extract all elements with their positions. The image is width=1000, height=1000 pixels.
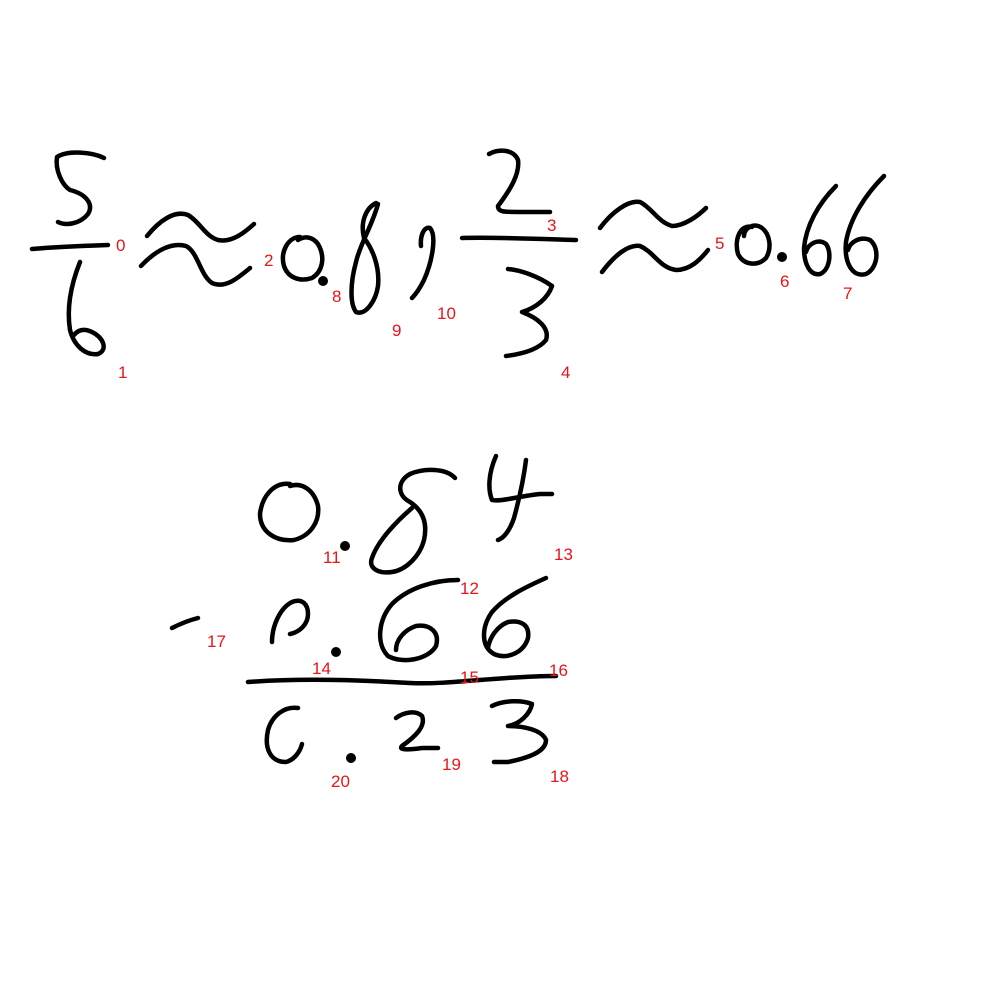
subtraction-work: [169, 453, 559, 765]
expression-five-sixths: [29, 150, 111, 357]
stroke-index-label: 3: [547, 216, 556, 235]
digit-0-stroke: [280, 234, 325, 282]
digit-3-stroke: [489, 699, 549, 765]
digit-0-stroke: [269, 598, 311, 645]
digit-2-stroke: [393, 710, 441, 752]
expression-two-thirds: [459, 148, 579, 359]
fraction-bar-stroke: [459, 235, 579, 243]
digit-6-stroke: [378, 577, 461, 663]
digit-6-stroke: [66, 259, 106, 357]
stroke-index-label: 15: [460, 668, 479, 687]
subtraction-line-stroke: [245, 673, 559, 686]
stroke-index-label: 9: [392, 321, 401, 340]
digit-5-stroke: [54, 150, 107, 227]
stroke-index-label: 20: [331, 772, 350, 791]
approx-sign-2-lower: [599, 243, 711, 275]
stroke-index-label: 14: [312, 659, 331, 678]
stroke-index-label: 0: [116, 236, 125, 255]
digit-0-stroke: [734, 223, 772, 266]
stroke-index-label: 12: [460, 579, 479, 598]
digit-0-stroke: [264, 705, 305, 765]
digit-4-stroke: [487, 453, 555, 503]
decimal-point: [331, 647, 341, 657]
digit-6-stroke: [481, 575, 549, 659]
stroke-index-label: 5: [715, 234, 724, 253]
decimal-0-81: [280, 200, 436, 315]
digit-3-stroke: [503, 266, 555, 359]
decimal-point: [340, 541, 350, 551]
decimal-point: [318, 276, 328, 286]
digit-4-stroke: [495, 457, 529, 543]
stroke-index-label: 2: [264, 251, 273, 270]
digit-8-stroke: [349, 200, 381, 315]
stroke-index-label: 6: [780, 272, 789, 291]
fraction-bar-stroke: [29, 242, 111, 252]
stroke-index-label: 1: [118, 363, 127, 382]
digit-1-stroke: [409, 225, 436, 301]
stroke-index-label: 7: [843, 284, 852, 303]
stroke-index-label: 13: [554, 545, 573, 564]
decimal-point: [777, 252, 787, 262]
digit-6-stroke: [843, 173, 887, 277]
digit-0-stroke: [257, 481, 321, 543]
minus-sign-stroke: [169, 615, 201, 631]
stroke-index-label: 18: [550, 767, 569, 786]
stroke-index-label: 17: [207, 632, 226, 651]
digit-6-stroke: [801, 183, 839, 277]
approx-sign-2-upper: [597, 199, 709, 231]
stroke-index-label: 16: [549, 661, 568, 680]
decimal-point: [346, 753, 356, 763]
stroke-index-label: 11: [323, 548, 341, 567]
digit-2-stroke: [486, 148, 553, 215]
approx-sign-1-upper: [144, 211, 257, 243]
stroke-index-label: 8: [332, 287, 341, 306]
stroke-index-label: 19: [442, 755, 461, 774]
stroke-index-labels: 0 1 2 3 4 5 6 7 8 9 10 11 12 13 14 15 16…: [116, 216, 852, 791]
stroke-index-label: 4: [561, 363, 570, 382]
digit-8-stroke: [368, 467, 458, 575]
stroke-index-label: 10: [437, 304, 456, 323]
approx-sign-1-lower: [138, 242, 253, 287]
decimal-0-66: [734, 173, 887, 277]
